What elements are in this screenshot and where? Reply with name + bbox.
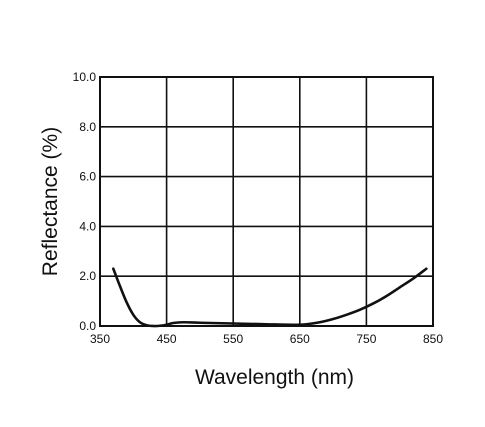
y-tick-label: 0.0 <box>79 319 96 333</box>
y-tick-label: 2.0 <box>79 269 96 283</box>
y-tick-label: 4.0 <box>79 219 96 233</box>
series-layer <box>112 267 428 328</box>
x-axis-title: Wavelength (nm) <box>195 366 354 389</box>
grid-lines <box>100 77 433 326</box>
x-tick-label: 850 <box>423 332 443 346</box>
y-axis-title: Reflectance (%) <box>39 127 62 276</box>
x-tick-labels: 350 450 550 650 750 850 <box>90 332 443 346</box>
x-tick-label: 750 <box>356 332 376 346</box>
x-tick-label: 650 <box>290 332 310 346</box>
y-tick-label: 10.0 <box>73 70 97 84</box>
y-tick-label: 6.0 <box>79 170 96 184</box>
x-tick-label: 550 <box>223 332 243 346</box>
y-tick-labels: 0.0 2.0 4.0 6.0 8.0 10.0 <box>73 70 97 333</box>
x-tick-label: 450 <box>157 332 177 346</box>
plot-frame <box>99 76 434 327</box>
x-tick-label: 350 <box>90 332 110 346</box>
reflectance-curve-0 <box>112 267 428 328</box>
y-tick-label: 8.0 <box>79 120 96 134</box>
